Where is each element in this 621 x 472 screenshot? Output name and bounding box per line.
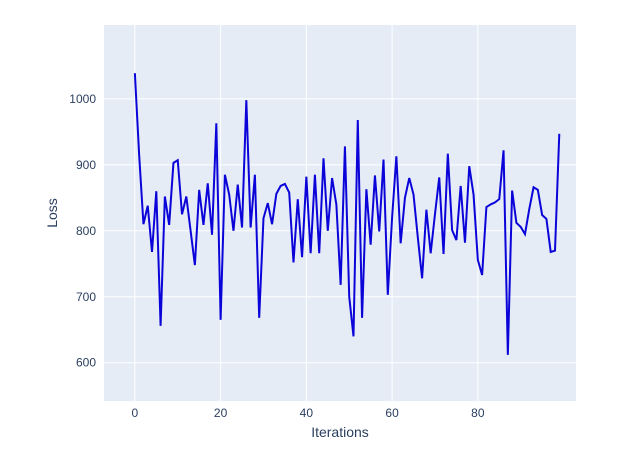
x-tick-label-20: 20 [214, 406, 228, 420]
y-axis-title: Loss [44, 198, 60, 228]
x-tick-label-80: 80 [471, 406, 485, 420]
x-tick-label-60: 60 [385, 406, 399, 420]
x-tick-label-40: 40 [300, 406, 314, 420]
y-tick-label-900: 900 [76, 158, 96, 172]
tick-labels: 0 20 40 60 80 600 700 800 900 1000 [69, 92, 485, 420]
y-tick-label-700: 700 [76, 290, 96, 304]
gridlines [104, 25, 576, 401]
y-tick-label-1000: 1000 [69, 92, 96, 106]
x-axis-title: Iterations [311, 424, 369, 440]
loss-line-series [133, 73, 561, 355]
y-tick-label-600: 600 [76, 356, 96, 370]
y-tick-label-800: 800 [76, 224, 96, 238]
x-tick-label-0: 0 [132, 406, 139, 420]
